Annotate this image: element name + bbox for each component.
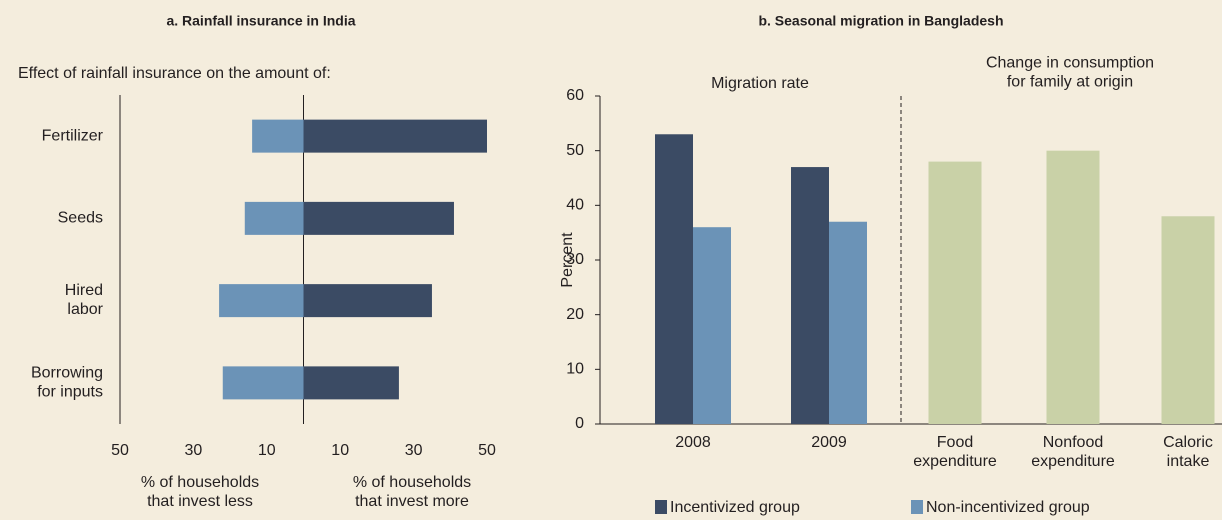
x-tick-label: 2008 xyxy=(675,434,711,451)
x-tick-label: 2009 xyxy=(811,434,847,451)
bar xyxy=(693,227,731,424)
y-tick-label: Seeds xyxy=(58,210,103,227)
x-tick-label: 30 xyxy=(405,442,423,459)
bar xyxy=(252,119,304,153)
x-axis-label: % of households that invest more xyxy=(353,474,471,510)
legend-swatch xyxy=(655,500,667,514)
x-axis-label: % of households that invest less xyxy=(141,474,259,510)
y-tick-label: Borrowing for inputs xyxy=(31,364,103,400)
legend-swatch xyxy=(911,500,923,514)
y-tick-label: 50 xyxy=(566,142,584,159)
x-tick-label: 30 xyxy=(185,442,203,459)
subtitle: Effect of rainfall insurance on the amou… xyxy=(18,65,331,82)
x-tick-label: 50 xyxy=(111,442,129,459)
chart-title: b. Seasonal migration in Bangladesh xyxy=(758,13,1003,29)
x-tick-label: 50 xyxy=(478,442,496,459)
y-tick-label: Hired labor xyxy=(65,282,104,318)
bar xyxy=(303,284,432,318)
bar xyxy=(219,284,304,318)
bar xyxy=(655,134,693,424)
y-tick-label: 10 xyxy=(566,361,584,378)
x-tick-label: Caloric intake xyxy=(1163,434,1213,470)
y-tick-label: 30 xyxy=(566,251,584,268)
y-tick-label: 40 xyxy=(566,197,584,214)
bar xyxy=(829,221,867,424)
bar xyxy=(791,167,829,425)
x-tick-label: Nonfood expenditure xyxy=(1031,434,1115,470)
bar xyxy=(1161,216,1215,424)
bar xyxy=(244,201,304,235)
bar xyxy=(1046,150,1100,424)
y-tick-label: 0 xyxy=(575,415,584,432)
x-tick-label: 10 xyxy=(258,442,276,459)
legend-label: Incentivized group xyxy=(670,499,800,516)
x-tick-label: Food expenditure xyxy=(913,434,997,470)
bar xyxy=(222,366,304,400)
y-tick-label: Fertilizer xyxy=(42,127,104,144)
chart-title: a. Rainfall insurance in India xyxy=(166,13,355,29)
y-tick-label: 20 xyxy=(566,306,584,323)
x-tick-label: 10 xyxy=(331,442,349,459)
annotation: Change in consumption for family at origi… xyxy=(986,55,1154,91)
y-tick-label: 60 xyxy=(566,87,584,104)
bar xyxy=(303,366,399,400)
y-axis-label: Percent xyxy=(559,232,576,288)
bar xyxy=(928,161,982,424)
annotation: Migration rate xyxy=(711,75,809,92)
bar xyxy=(303,119,487,153)
bar xyxy=(303,201,454,235)
legend-label: Non-incentivized group xyxy=(926,499,1090,516)
